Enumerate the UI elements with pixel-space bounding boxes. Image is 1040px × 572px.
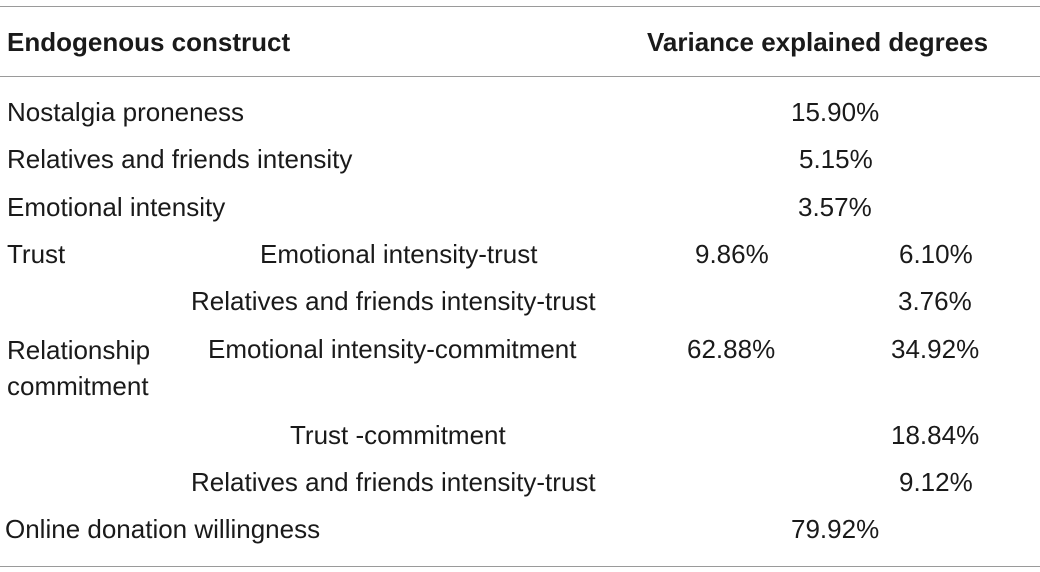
trust-total-value: 9.86%: [695, 239, 769, 269]
trust-path-value: 3.76%: [898, 286, 972, 316]
row-overall-value: 5.15%: [799, 144, 873, 174]
commitment-path-value: 9.12%: [899, 467, 973, 497]
commitment-construct: Relationship commitment: [7, 335, 151, 401]
row-construct: Nostalgia proneness: [7, 97, 245, 127]
trust-path-value: 6.10%: [899, 239, 973, 269]
commitment-total-value: 62.88%: [687, 334, 776, 364]
table-top-rule: [0, 6, 1040, 7]
trust-path-label: Emotional intensity-trust: [260, 239, 538, 269]
row-construct: Emotional intensity: [7, 192, 226, 222]
final-construct: Online donation willingness: [5, 514, 321, 544]
table-bottom-rule: [0, 566, 1040, 567]
commitment-path-label: Emotional intensity-commitment: [208, 334, 577, 364]
row-construct: Relatives and friends intensity: [7, 144, 353, 174]
table-header-rule: [0, 76, 1040, 77]
trust-path-label: Relatives and friends intensity-trust: [191, 286, 596, 316]
commitment-path-label: Trust -commitment: [290, 420, 506, 450]
commitment-path-value: 18.84%: [891, 420, 980, 450]
header-endogenous-construct: Endogenous construct: [7, 27, 291, 57]
trust-construct: Trust: [7, 239, 66, 269]
row-overall-value: 3.57%: [798, 192, 872, 222]
final-overall-value: 79.92%: [791, 514, 880, 544]
header-variance-explained: Variance explained degrees: [647, 27, 989, 57]
commitment-path-label: Relatives and friends intensity-trust: [191, 467, 596, 497]
row-overall-value: 15.90%: [791, 97, 880, 127]
commitment-path-value: 34.92%: [891, 334, 980, 364]
